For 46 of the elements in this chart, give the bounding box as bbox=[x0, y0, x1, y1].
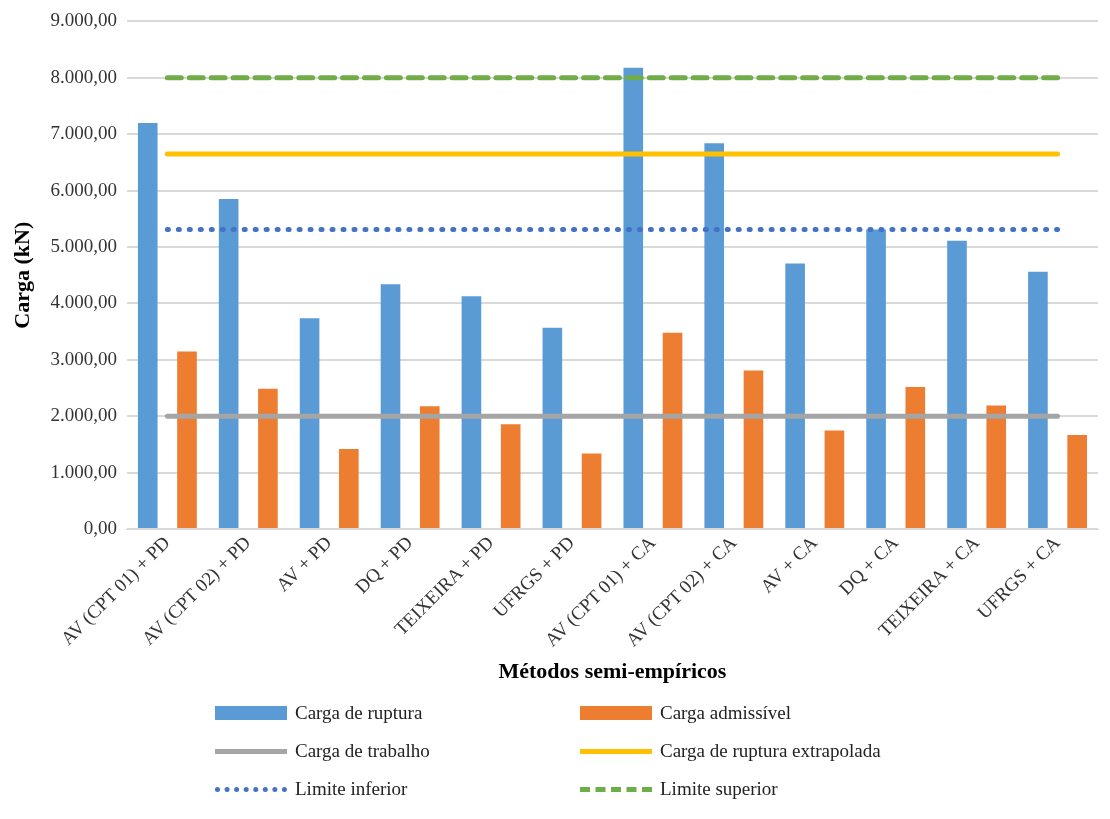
legend-label: Limite inferior bbox=[295, 778, 408, 800]
bar bbox=[542, 327, 563, 529]
x-tick-label: AV + PD bbox=[271, 531, 336, 596]
legend-label: Carga admissível bbox=[660, 702, 792, 724]
y-tick-label: 2.000,00 bbox=[50, 404, 117, 426]
legend-label: Limite superior bbox=[660, 778, 778, 800]
x-tick-label: DQ + CA bbox=[834, 531, 903, 599]
bar bbox=[662, 332, 683, 529]
y-tick-label: 0,00 bbox=[83, 517, 117, 539]
bar bbox=[177, 351, 197, 529]
bar bbox=[623, 67, 644, 529]
bar bbox=[1067, 434, 1087, 529]
y-tick-label: 5.000,00 bbox=[50, 235, 117, 257]
bar bbox=[500, 424, 521, 529]
legend-label: Carga de ruptura extrapolada bbox=[660, 740, 881, 762]
y-tick-label: 3.000,00 bbox=[50, 347, 117, 369]
bar bbox=[380, 284, 401, 529]
bar bbox=[704, 143, 725, 529]
y-tick-label: 7.000,00 bbox=[50, 122, 117, 144]
y-tick-label: 1.000,00 bbox=[50, 460, 117, 482]
bar bbox=[218, 199, 239, 529]
bar bbox=[419, 406, 440, 529]
bar bbox=[461, 296, 482, 529]
bar bbox=[947, 240, 967, 529]
y-axis-title: Carga (kN) bbox=[8, 221, 34, 329]
x-axis-title: Métodos semi-empíricos bbox=[498, 658, 727, 684]
y-tick-label: 9.000,00 bbox=[50, 9, 117, 31]
bar bbox=[824, 430, 845, 529]
y-tick-label: 6.000,00 bbox=[50, 178, 117, 200]
bar bbox=[137, 122, 158, 529]
bar bbox=[581, 453, 602, 529]
bar bbox=[299, 318, 320, 529]
bar bbox=[258, 388, 278, 529]
legend-label: Carga de ruptura bbox=[295, 702, 423, 724]
bar bbox=[785, 263, 805, 529]
y-tick-label: 4.000,00 bbox=[50, 291, 117, 313]
bar bbox=[743, 370, 764, 529]
bar bbox=[905, 386, 926, 529]
legend-label: Carga de trabalho bbox=[295, 740, 430, 762]
bar bbox=[1028, 271, 1048, 529]
bar bbox=[986, 405, 1007, 529]
bar bbox=[866, 229, 886, 529]
x-tick-label: AV + CA bbox=[755, 531, 822, 597]
bar bbox=[339, 449, 359, 529]
y-tick-label: 8.000,00 bbox=[50, 65, 117, 87]
x-tick-label: DQ + PD bbox=[350, 531, 417, 598]
